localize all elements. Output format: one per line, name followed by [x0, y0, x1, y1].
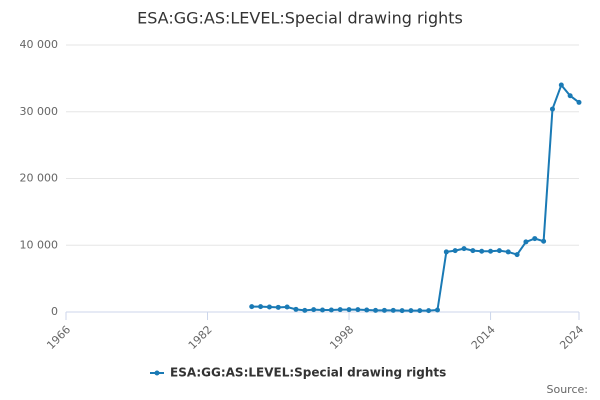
- point: [364, 307, 370, 313]
- point: [399, 308, 405, 314]
- point: [284, 304, 290, 310]
- point: [461, 246, 467, 252]
- x-tick-label: 1998: [327, 323, 356, 352]
- point: [452, 248, 458, 254]
- point: [275, 304, 281, 310]
- chart-title: ESA:GG:AS:LEVEL:Special drawing rights: [137, 9, 463, 28]
- y-tick-label: 40 000: [20, 38, 59, 51]
- point: [558, 82, 564, 88]
- point: [302, 307, 308, 313]
- point: [479, 248, 485, 254]
- legend-marker: [154, 370, 160, 376]
- point: [337, 307, 343, 313]
- point: [417, 308, 423, 314]
- point: [567, 93, 573, 99]
- y-tick-label: 10 000: [20, 238, 59, 251]
- point: [496, 248, 502, 254]
- point: [576, 99, 582, 105]
- source: Source:: [547, 383, 589, 396]
- point: [381, 307, 387, 313]
- point: [311, 307, 317, 313]
- point: [258, 304, 264, 310]
- x-tick-label: 1982: [186, 323, 215, 352]
- point: [346, 307, 352, 313]
- x-tick-label: 1966: [44, 323, 73, 352]
- point: [373, 307, 379, 313]
- point: [426, 308, 432, 314]
- point: [434, 307, 440, 313]
- x-tick-label: 2014: [469, 323, 498, 352]
- legend-label: ESA:GG:AS:LEVEL:Special drawing rights: [170, 366, 446, 380]
- point: [390, 307, 396, 313]
- point: [523, 239, 529, 245]
- point: [470, 248, 476, 254]
- point: [443, 249, 449, 255]
- point: [541, 238, 547, 244]
- point: [408, 308, 414, 314]
- point: [328, 307, 334, 313]
- point: [293, 306, 299, 312]
- point: [488, 248, 494, 254]
- point: [249, 304, 255, 310]
- line: [251, 83, 580, 312]
- point: [320, 307, 325, 313]
- y-tick-label: 20 000: [20, 172, 59, 185]
- x-tick-label: 2024: [557, 323, 586, 352]
- point: [514, 252, 520, 258]
- point: [505, 249, 511, 255]
- point: [549, 106, 555, 112]
- point: [355, 307, 361, 313]
- y-tick-label: 30 000: [20, 105, 59, 118]
- y-tick-label: 0: [51, 305, 58, 318]
- point: [266, 304, 272, 310]
- point: [532, 236, 538, 242]
